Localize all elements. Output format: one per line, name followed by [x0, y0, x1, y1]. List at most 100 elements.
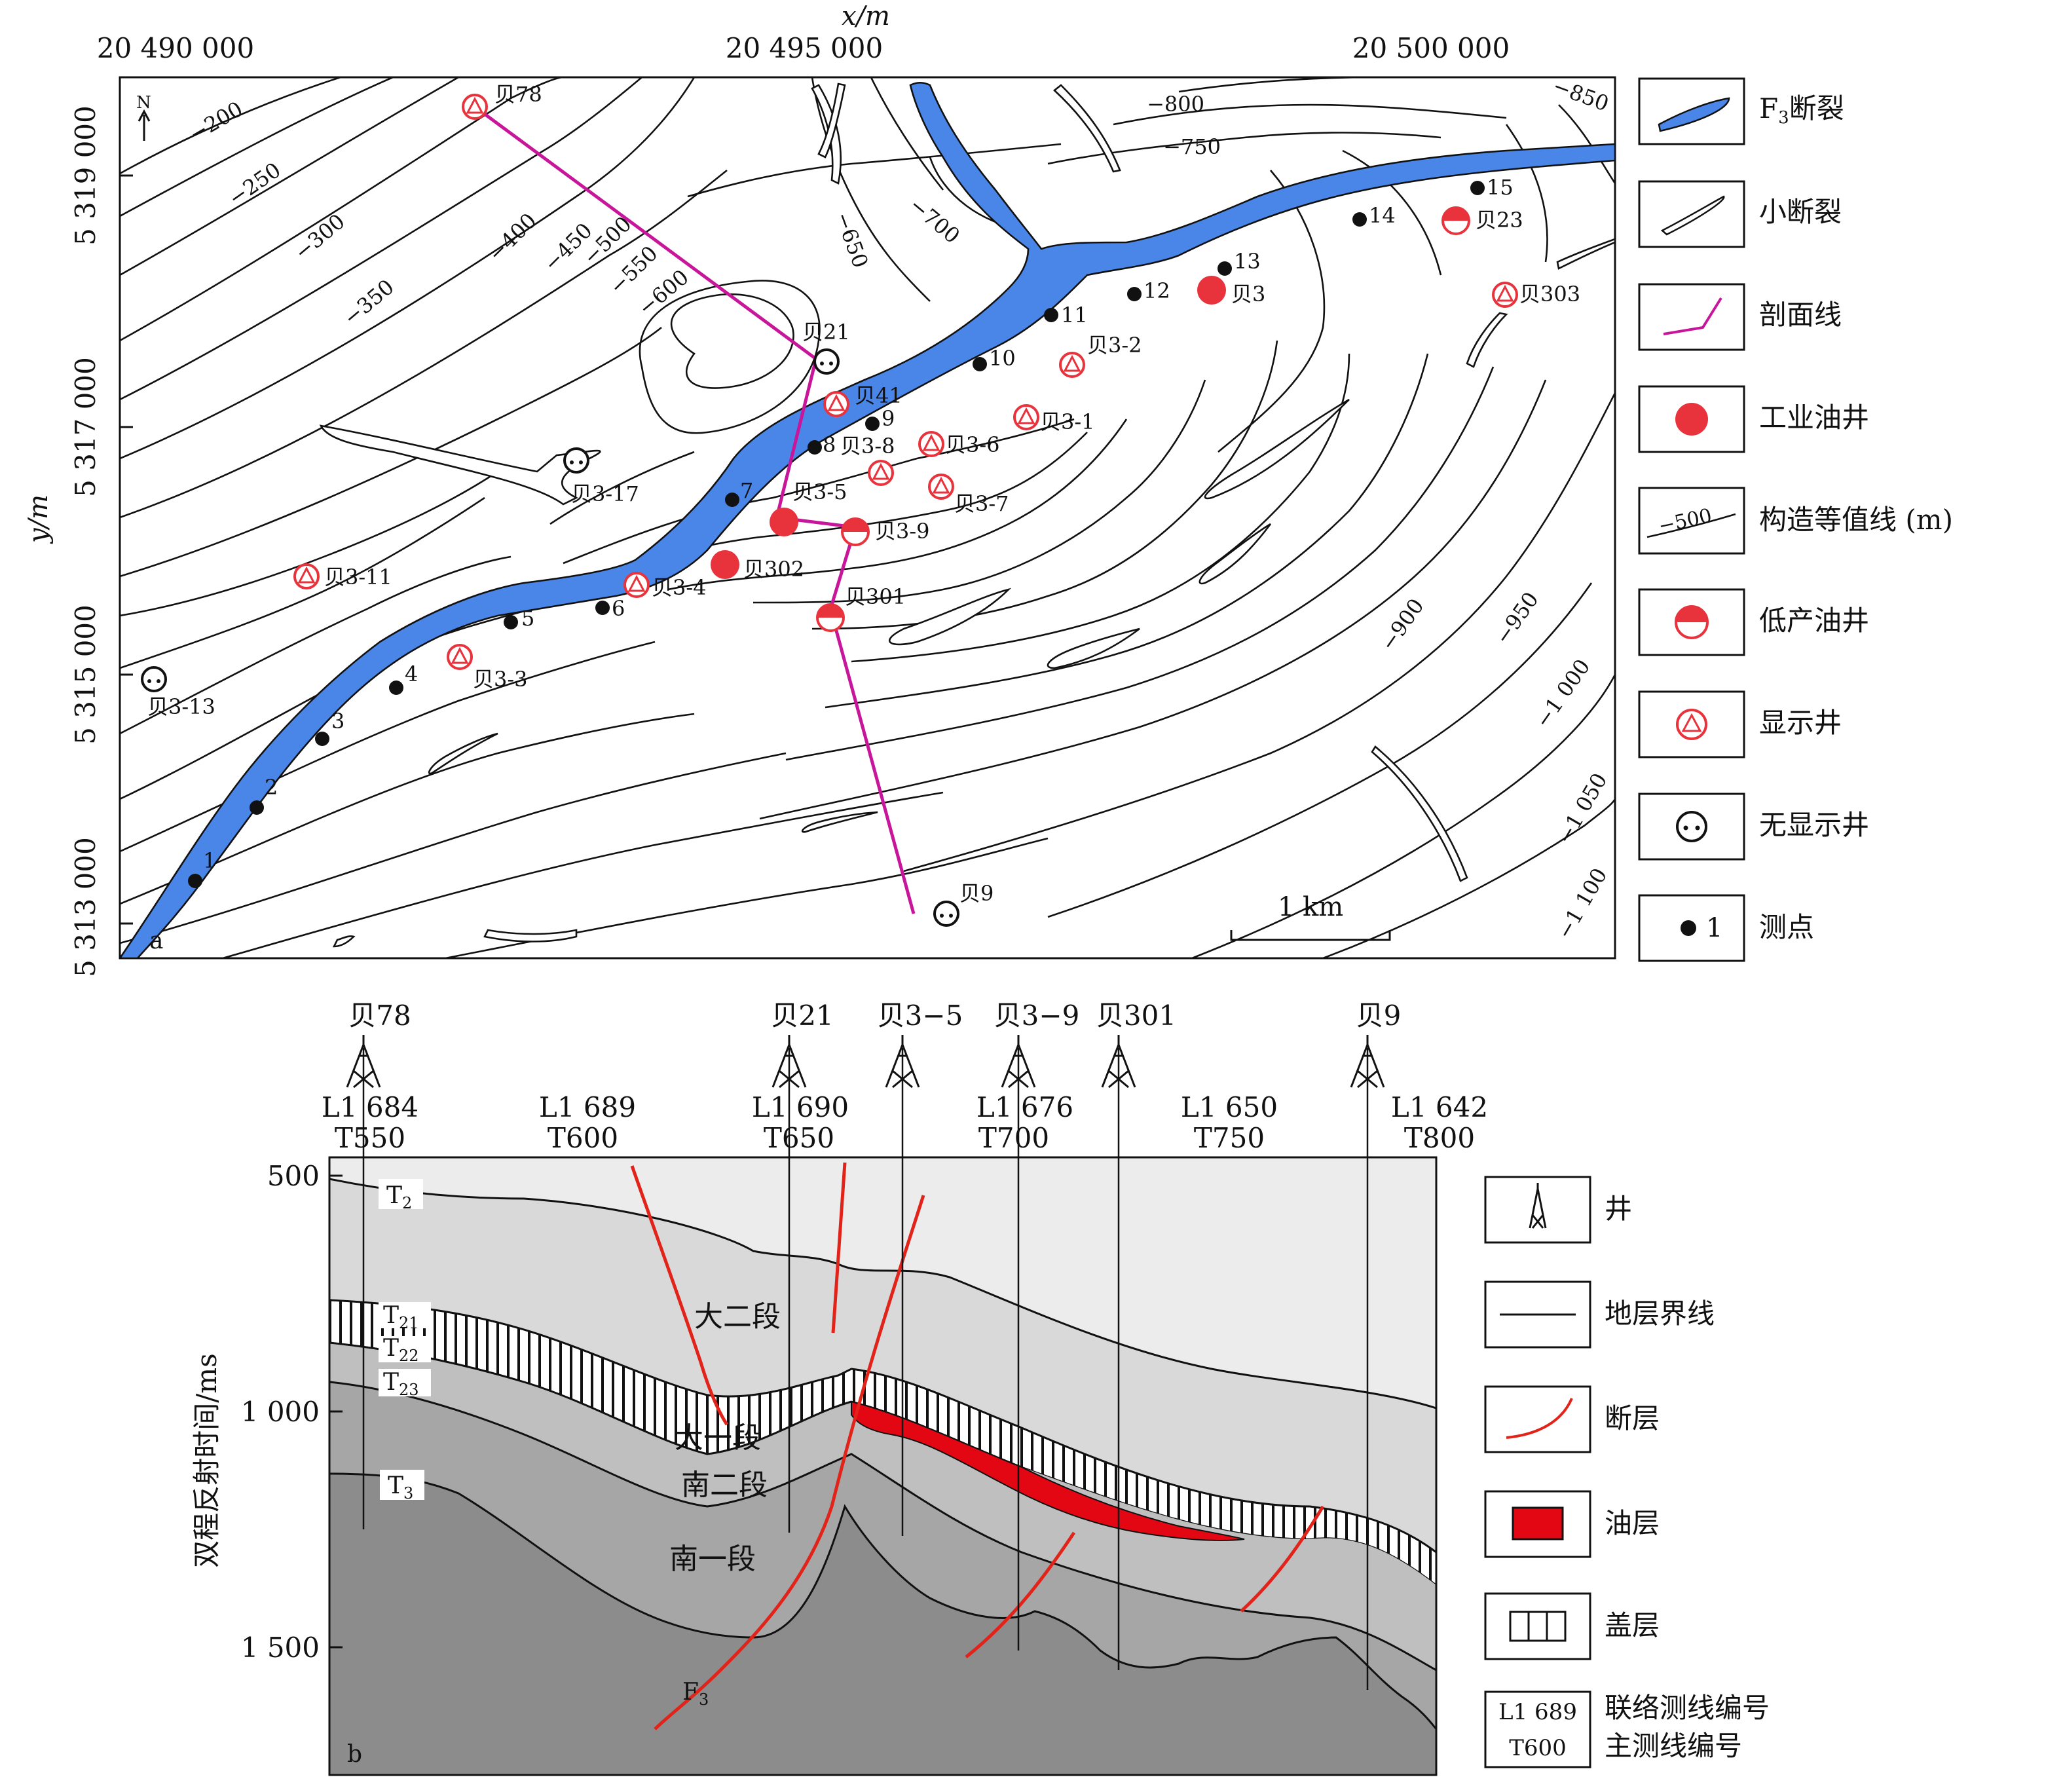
legend-fault: 断层	[1484, 1385, 1660, 1453]
svg-text:贝78: 贝78	[494, 82, 542, 107]
svg-text:贝3-4: 贝3-4	[652, 575, 707, 600]
section-y-axis-title: 双程反射时间/ms	[191, 1353, 223, 1568]
section-well-label: 贝301	[1096, 999, 1176, 1032]
well-dry: 贝9	[933, 881, 994, 927]
contour-label: −800	[1147, 92, 1204, 117]
well-dry: 贝21	[802, 320, 850, 375]
y-tick: 5 313 000	[69, 837, 102, 977]
svg-text:井: 井	[1605, 1193, 1632, 1225]
svg-text:4: 4	[405, 662, 418, 686]
svg-text:10: 10	[989, 346, 1016, 371]
mainline-label: T600	[548, 1122, 618, 1154]
section-axis: 双程反射时间/ms 500 1 000 1 500	[191, 1160, 343, 1664]
svg-text:贝21: 贝21	[802, 320, 850, 345]
svg-text:贝23: 贝23	[1476, 208, 1523, 233]
horizon-label: T2	[379, 1179, 423, 1212]
survey-line-labels: L1 684 L1 689 L1 690 L1 676 L1 650 L1 64…	[322, 1091, 1488, 1154]
survey-point: 15	[1470, 175, 1514, 200]
legend-well: 井	[1484, 1176, 1632, 1244]
well-low: 贝3-9	[841, 517, 930, 546]
well-show: 贝3-3	[447, 644, 528, 692]
svg-text:L1 689: L1 689	[1498, 1699, 1577, 1725]
map-legend: F3断裂 小断裂 剖面线 工业油井 −500 构造等值线 (m) 低产油井	[1638, 77, 1953, 962]
well-industrial: 贝3-5	[770, 479, 847, 536]
svg-text:8: 8	[823, 432, 836, 457]
map-axes: x/m 20 490 000 20 495 000 20 500 000 y/m…	[24, 1, 1510, 977]
survey-point: 1	[188, 848, 216, 888]
svg-text:13: 13	[1234, 249, 1261, 274]
svg-text:N: N	[136, 93, 151, 113]
structure-map: −200 −250 −300 −350 −400 −450 −500 −550 …	[24, 1, 1616, 977]
seismic-section: 贝78 贝21 贝3−5 贝3−9 贝301 贝9 L1 684 L1 689 …	[191, 999, 1488, 1776]
crossline-label: L1 642	[1391, 1091, 1488, 1123]
survey-points: 1 2 3 4 5 6 7 8 9 10 11 12 13 14 15	[188, 175, 1514, 888]
section-y-tick: 1 000	[241, 1396, 320, 1428]
section-well-label: 贝78	[348, 999, 411, 1032]
profile-line	[474, 105, 916, 914]
svg-text:小断裂: 小断裂	[1759, 196, 1842, 228]
layer-nan1	[329, 1474, 1436, 1775]
section-y-tick: 1 500	[241, 1632, 320, 1664]
well-low: 贝23	[1441, 206, 1523, 235]
svg-text:2: 2	[265, 775, 278, 800]
unit-labels: 大二段 大一段 南二段 南一段	[669, 1300, 781, 1576]
svg-text:测点: 测点	[1759, 911, 1814, 943]
well-show: 贝3-4	[623, 572, 707, 600]
x-tick: 20 490 000	[97, 32, 254, 64]
svg-text:1: 1	[203, 848, 216, 873]
survey-point: 3	[315, 709, 344, 746]
svg-text:T22: T22	[383, 1335, 419, 1365]
well-show: 贝3-2	[1059, 333, 1142, 378]
section-well-label: 贝3−5	[878, 999, 963, 1032]
contour-label: −750	[1163, 134, 1221, 159]
legend-small-fault: 小断裂	[1638, 180, 1842, 248]
svg-text:贝301: 贝301	[845, 584, 906, 609]
survey-point: 14	[1352, 203, 1396, 228]
svg-text:14: 14	[1369, 203, 1396, 228]
svg-text:贝302: 贝302	[743, 557, 804, 582]
derrick-icon	[346, 1035, 381, 1089]
derrick-icon	[1529, 1183, 1547, 1229]
scale-bar: 1 km	[1230, 892, 1391, 941]
legend-boundary: 地层界线	[1484, 1280, 1715, 1349]
svg-text:贝3-5: 贝3-5	[792, 479, 847, 504]
svg-text:无显示井: 无显示井	[1759, 809, 1869, 841]
survey-point: 13	[1217, 249, 1261, 276]
svg-text:贝3-2: 贝3-2	[1087, 333, 1142, 358]
section-frame	[328, 1156, 1438, 1776]
x-tick: 20 495 000	[726, 32, 883, 64]
svg-text:贝3-17: 贝3-17	[571, 481, 639, 506]
faults	[630, 1162, 1325, 1730]
small-faults	[319, 83, 1615, 948]
derrick-icon	[771, 1035, 807, 1089]
mainline-label: T750	[1194, 1122, 1265, 1154]
well-show: 贝3-7	[928, 474, 1009, 516]
svg-text:断层: 断层	[1605, 1402, 1660, 1434]
fault-label: F3	[682, 1679, 709, 1709]
unit-label: 南二段	[681, 1468, 768, 1502]
svg-text:1: 1	[1706, 913, 1722, 943]
survey-point: 11	[1044, 303, 1088, 327]
svg-text:联络测线编号: 联络测线编号	[1605, 1692, 1770, 1724]
horizon-label: T3	[380, 1470, 424, 1503]
section-well-label: 贝3−9	[994, 999, 1080, 1032]
oil-layer	[851, 1400, 1245, 1541]
y-axis-title: y/m	[24, 495, 54, 544]
svg-text:F3断裂: F3断裂	[1759, 92, 1844, 128]
unit-label: 大二段	[694, 1300, 781, 1334]
legend-oil-layer: 油层	[1484, 1490, 1660, 1558]
legend-contour: −500 构造等值线 (m)	[1638, 487, 1953, 555]
x-tick: 20 500 000	[1352, 32, 1510, 64]
svg-text:贝3: 贝3	[1231, 282, 1265, 307]
svg-text:盖层: 盖层	[1605, 1609, 1660, 1641]
svg-text:11: 11	[1061, 303, 1088, 327]
survey-point: 10	[973, 346, 1016, 371]
svg-text:T21: T21	[383, 1302, 419, 1332]
crossline-label: L1 650	[1181, 1091, 1278, 1123]
horizon-label: T23	[379, 1369, 431, 1399]
mainline-label: T800	[1404, 1122, 1475, 1154]
mainline-label: T700	[978, 1122, 1049, 1154]
svg-text:工业油井: 工业油井	[1759, 401, 1869, 434]
svg-text:3: 3	[331, 709, 344, 734]
